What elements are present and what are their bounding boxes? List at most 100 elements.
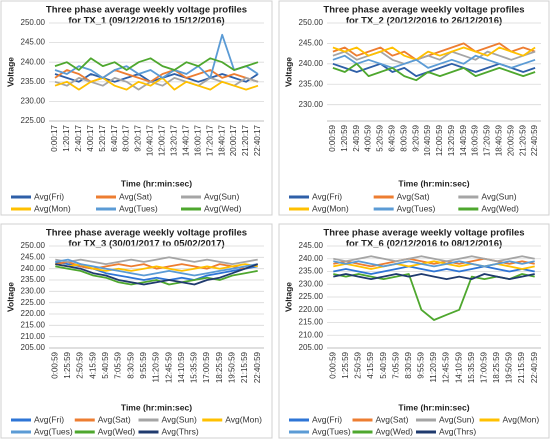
y-axis-title: Voltage bbox=[5, 282, 15, 312]
x-tick-label: 12:00:17 bbox=[158, 124, 167, 156]
legend-label: Avg(Tues) bbox=[312, 426, 351, 436]
x-tick-label: 19:50:59 bbox=[227, 351, 236, 383]
series-line bbox=[54, 73, 259, 83]
legend-label: Avg(Wed) bbox=[376, 426, 414, 436]
chart-panel: Three phase average weekly voltage profi… bbox=[278, 223, 550, 439]
series-line bbox=[54, 77, 259, 91]
y-tick-label: 230.00 bbox=[21, 97, 46, 106]
x-tick-label: 11:20:59 bbox=[152, 351, 161, 382]
x-tick-label: 8:30:59 bbox=[126, 351, 135, 378]
chart-panel: Three phase average weekly voltage profi… bbox=[0, 0, 273, 216]
y-tick-label: 235.00 bbox=[21, 275, 46, 284]
legend-label: Avg(Sun) bbox=[204, 191, 239, 201]
x-axis-title: Time (hr:min:sec) bbox=[121, 178, 192, 188]
x-tick-label: 2:50:59 bbox=[354, 351, 363, 378]
chart-title: for TX_1 (09/12/2016 to 15/12/2016) bbox=[68, 16, 224, 27]
y-tick-label: 215.00 bbox=[21, 320, 46, 329]
x-tick-label: 11:20:59 bbox=[429, 351, 438, 382]
chart-title: Three phase average weekly voltage profi… bbox=[46, 228, 247, 239]
x-tick-label: 2:40:17 bbox=[74, 124, 83, 151]
legend-label: Avg(Fri) bbox=[312, 191, 342, 201]
y-tick-label: 250.00 bbox=[299, 18, 324, 27]
x-tick-label: 10:40:59 bbox=[423, 124, 432, 156]
x-tick-label: 19:50:59 bbox=[505, 351, 514, 383]
legend-label: Avg(Tues) bbox=[397, 203, 436, 213]
legend-label: Avg(Sat) bbox=[98, 414, 131, 424]
chart-panel: Three phase average weekly voltage profi… bbox=[278, 0, 550, 216]
chart-title: Three phase average weekly voltage profi… bbox=[323, 228, 524, 239]
x-tick-label: 9:20:17 bbox=[134, 124, 143, 151]
x-tick-label: 17:20:17 bbox=[205, 124, 214, 156]
x-tick-label: 12:00:59 bbox=[435, 124, 444, 156]
series-line bbox=[55, 256, 258, 265]
x-tick-label: 5:20:59 bbox=[376, 124, 385, 151]
x-tick-label: 1:25:59 bbox=[63, 351, 72, 378]
y-tick-label: 220.00 bbox=[299, 305, 324, 314]
y-tick-label: 245.00 bbox=[299, 39, 324, 48]
y-tick-label: 235.00 bbox=[299, 79, 324, 88]
x-tick-label: 2:40:59 bbox=[352, 124, 361, 151]
legend-label: Avg(Fri) bbox=[34, 414, 64, 424]
x-tick-label: 4:15:59 bbox=[88, 351, 97, 378]
y-tick-label: 235.00 bbox=[21, 77, 46, 86]
series-line bbox=[55, 258, 258, 277]
x-tick-label: 20:00:17 bbox=[229, 124, 238, 156]
x-tick-label: 4:15:59 bbox=[366, 351, 375, 378]
series-line bbox=[333, 273, 535, 280]
legend-label: Avg(Sat) bbox=[119, 191, 152, 201]
y-tick-label: 210.00 bbox=[21, 332, 46, 341]
x-tick-label: 15:35:59 bbox=[190, 351, 199, 383]
y-tick-label: 235.00 bbox=[299, 267, 324, 276]
legend-label: Avg(Tues) bbox=[34, 426, 73, 436]
legend-label: Avg(Sun) bbox=[481, 191, 516, 201]
x-tick-label: 18:25:59 bbox=[492, 351, 501, 383]
series-line bbox=[333, 260, 535, 268]
x-tick-label: 4:00:17 bbox=[86, 124, 95, 151]
y-tick-label: 250.00 bbox=[21, 18, 46, 27]
y-tick-label: 240.00 bbox=[21, 57, 46, 66]
x-axis-title: Time (hr:min:sec) bbox=[398, 178, 469, 188]
x-tick-label: 7:05:59 bbox=[391, 351, 400, 378]
x-tick-label: 14:40:59 bbox=[459, 124, 468, 156]
x-tick-label: 14:40:17 bbox=[181, 124, 190, 156]
x-tick-label: 17:20:59 bbox=[483, 124, 492, 156]
legend-label: Avg(Mon) bbox=[225, 414, 262, 424]
y-tick-label: 215.00 bbox=[299, 318, 324, 327]
legend-label: Avg(Fri) bbox=[312, 414, 342, 424]
series-line bbox=[333, 265, 535, 275]
x-axis-title: Time (hr:min:sec) bbox=[121, 402, 192, 412]
y-tick-label: 230.00 bbox=[21, 286, 46, 295]
legend-label: Avg(Sun) bbox=[162, 414, 197, 424]
legend-label: Avg(Tues) bbox=[119, 203, 158, 213]
legend-label: Avg(Wed) bbox=[98, 426, 136, 436]
x-tick-label: 5:40:59 bbox=[101, 351, 110, 378]
series-line bbox=[332, 62, 536, 82]
x-tick-label: 13:20:59 bbox=[447, 124, 456, 156]
x-tick-label: 5:20:17 bbox=[98, 124, 107, 151]
x-tick-label: 14:10:59 bbox=[454, 351, 463, 383]
y-axis-title: Voltage bbox=[5, 57, 15, 87]
x-tick-label: 9:55:59 bbox=[417, 351, 426, 378]
x-tick-label: 18:25:59 bbox=[215, 351, 224, 383]
series-line bbox=[55, 263, 258, 272]
x-tick-label: 8:30:59 bbox=[404, 351, 413, 378]
chart-title: Three phase average weekly voltage profi… bbox=[323, 5, 524, 16]
legend-label: Avg(Thrs) bbox=[439, 426, 476, 436]
y-tick-label: 205.00 bbox=[21, 343, 46, 352]
y-tick-label: 205.00 bbox=[299, 343, 324, 352]
series-line bbox=[332, 46, 536, 61]
x-tick-label: 21:20:17 bbox=[241, 124, 250, 156]
legend-label: Avg(Thrs) bbox=[162, 426, 199, 436]
y-axis-title: Voltage bbox=[283, 57, 293, 87]
x-tick-label: 6:40:17 bbox=[110, 124, 119, 151]
series-line bbox=[54, 33, 259, 79]
legend-label: Avg(Mon) bbox=[34, 203, 71, 213]
x-tick-label: 0:00:59 bbox=[50, 351, 59, 378]
x-tick-label: 13:20:17 bbox=[170, 124, 179, 156]
x-axis-title: Time (hr:min:sec) bbox=[398, 402, 469, 412]
x-tick-label: 15:35:59 bbox=[467, 351, 476, 383]
legend-label: Avg(Mon) bbox=[312, 203, 349, 213]
y-tick-label: 240.00 bbox=[299, 254, 324, 263]
x-tick-label: 8:00:17 bbox=[122, 124, 131, 151]
